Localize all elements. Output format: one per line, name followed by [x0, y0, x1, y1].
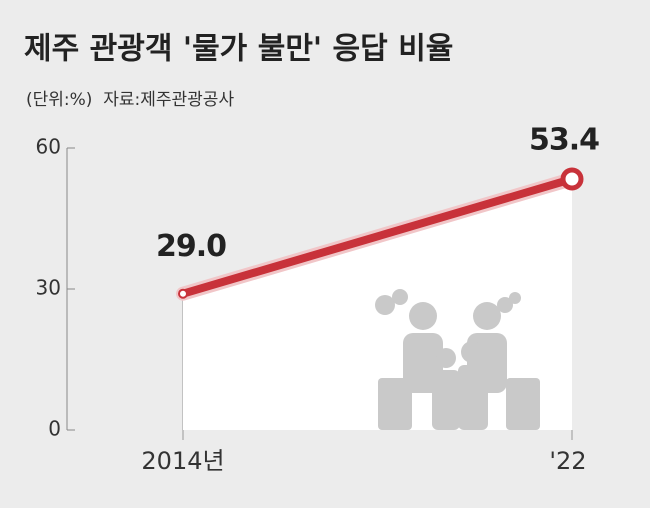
chart-title: 제주 관광객 '물가 불만' 응답 비율	[24, 32, 453, 67]
plot-area	[66, 147, 579, 440]
y-tick-label: 0	[48, 417, 61, 441]
value-label: 29.0	[156, 229, 226, 264]
line	[179, 175, 576, 298]
family-icon	[375, 289, 540, 430]
x-tick-label: '22	[549, 447, 586, 475]
marker	[560, 167, 584, 191]
chart-subtitle: (단위:%) 자료:제주관광공사	[26, 90, 234, 110]
y-tick-label: 30	[36, 276, 61, 300]
marker	[178, 288, 188, 299]
y-tick-label: 60	[36, 135, 61, 159]
x-tick-label: 2014년	[141, 447, 224, 475]
value-label: 53.4	[529, 123, 599, 158]
